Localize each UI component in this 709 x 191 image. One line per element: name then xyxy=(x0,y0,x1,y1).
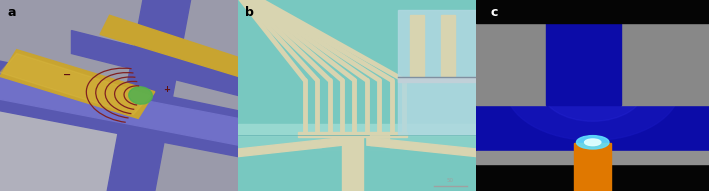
Bar xyxy=(574,143,611,191)
Polygon shape xyxy=(0,73,238,145)
Ellipse shape xyxy=(540,54,645,121)
Bar xyxy=(476,0,709,23)
Ellipse shape xyxy=(585,139,601,146)
Bar xyxy=(476,0,546,105)
Bar xyxy=(620,0,709,105)
Polygon shape xyxy=(238,134,343,149)
Bar xyxy=(398,10,476,134)
Bar xyxy=(476,153,709,191)
Ellipse shape xyxy=(506,35,680,140)
Text: c: c xyxy=(491,6,498,19)
Polygon shape xyxy=(367,138,476,157)
Polygon shape xyxy=(0,61,238,157)
Bar xyxy=(546,23,620,105)
Polygon shape xyxy=(72,31,238,96)
Polygon shape xyxy=(367,134,476,149)
Bar xyxy=(476,0,709,23)
Text: 50: 50 xyxy=(447,178,454,183)
Bar xyxy=(410,15,424,76)
Bar xyxy=(238,124,476,135)
Polygon shape xyxy=(0,50,155,118)
Text: a: a xyxy=(7,6,16,19)
Polygon shape xyxy=(0,96,131,191)
Ellipse shape xyxy=(129,87,152,104)
Polygon shape xyxy=(0,53,150,115)
Bar xyxy=(370,134,389,145)
Polygon shape xyxy=(367,138,476,191)
Bar xyxy=(398,77,476,82)
Bar xyxy=(441,15,455,76)
Bar xyxy=(476,151,709,164)
Text: −: − xyxy=(62,70,71,79)
Polygon shape xyxy=(238,138,343,191)
Polygon shape xyxy=(100,15,238,76)
Bar xyxy=(476,23,709,153)
Text: b: b xyxy=(245,6,255,19)
Ellipse shape xyxy=(576,136,609,149)
Polygon shape xyxy=(238,138,343,157)
Bar xyxy=(342,134,363,191)
Bar xyxy=(298,132,408,137)
Polygon shape xyxy=(107,0,191,191)
Text: +: + xyxy=(163,85,170,94)
